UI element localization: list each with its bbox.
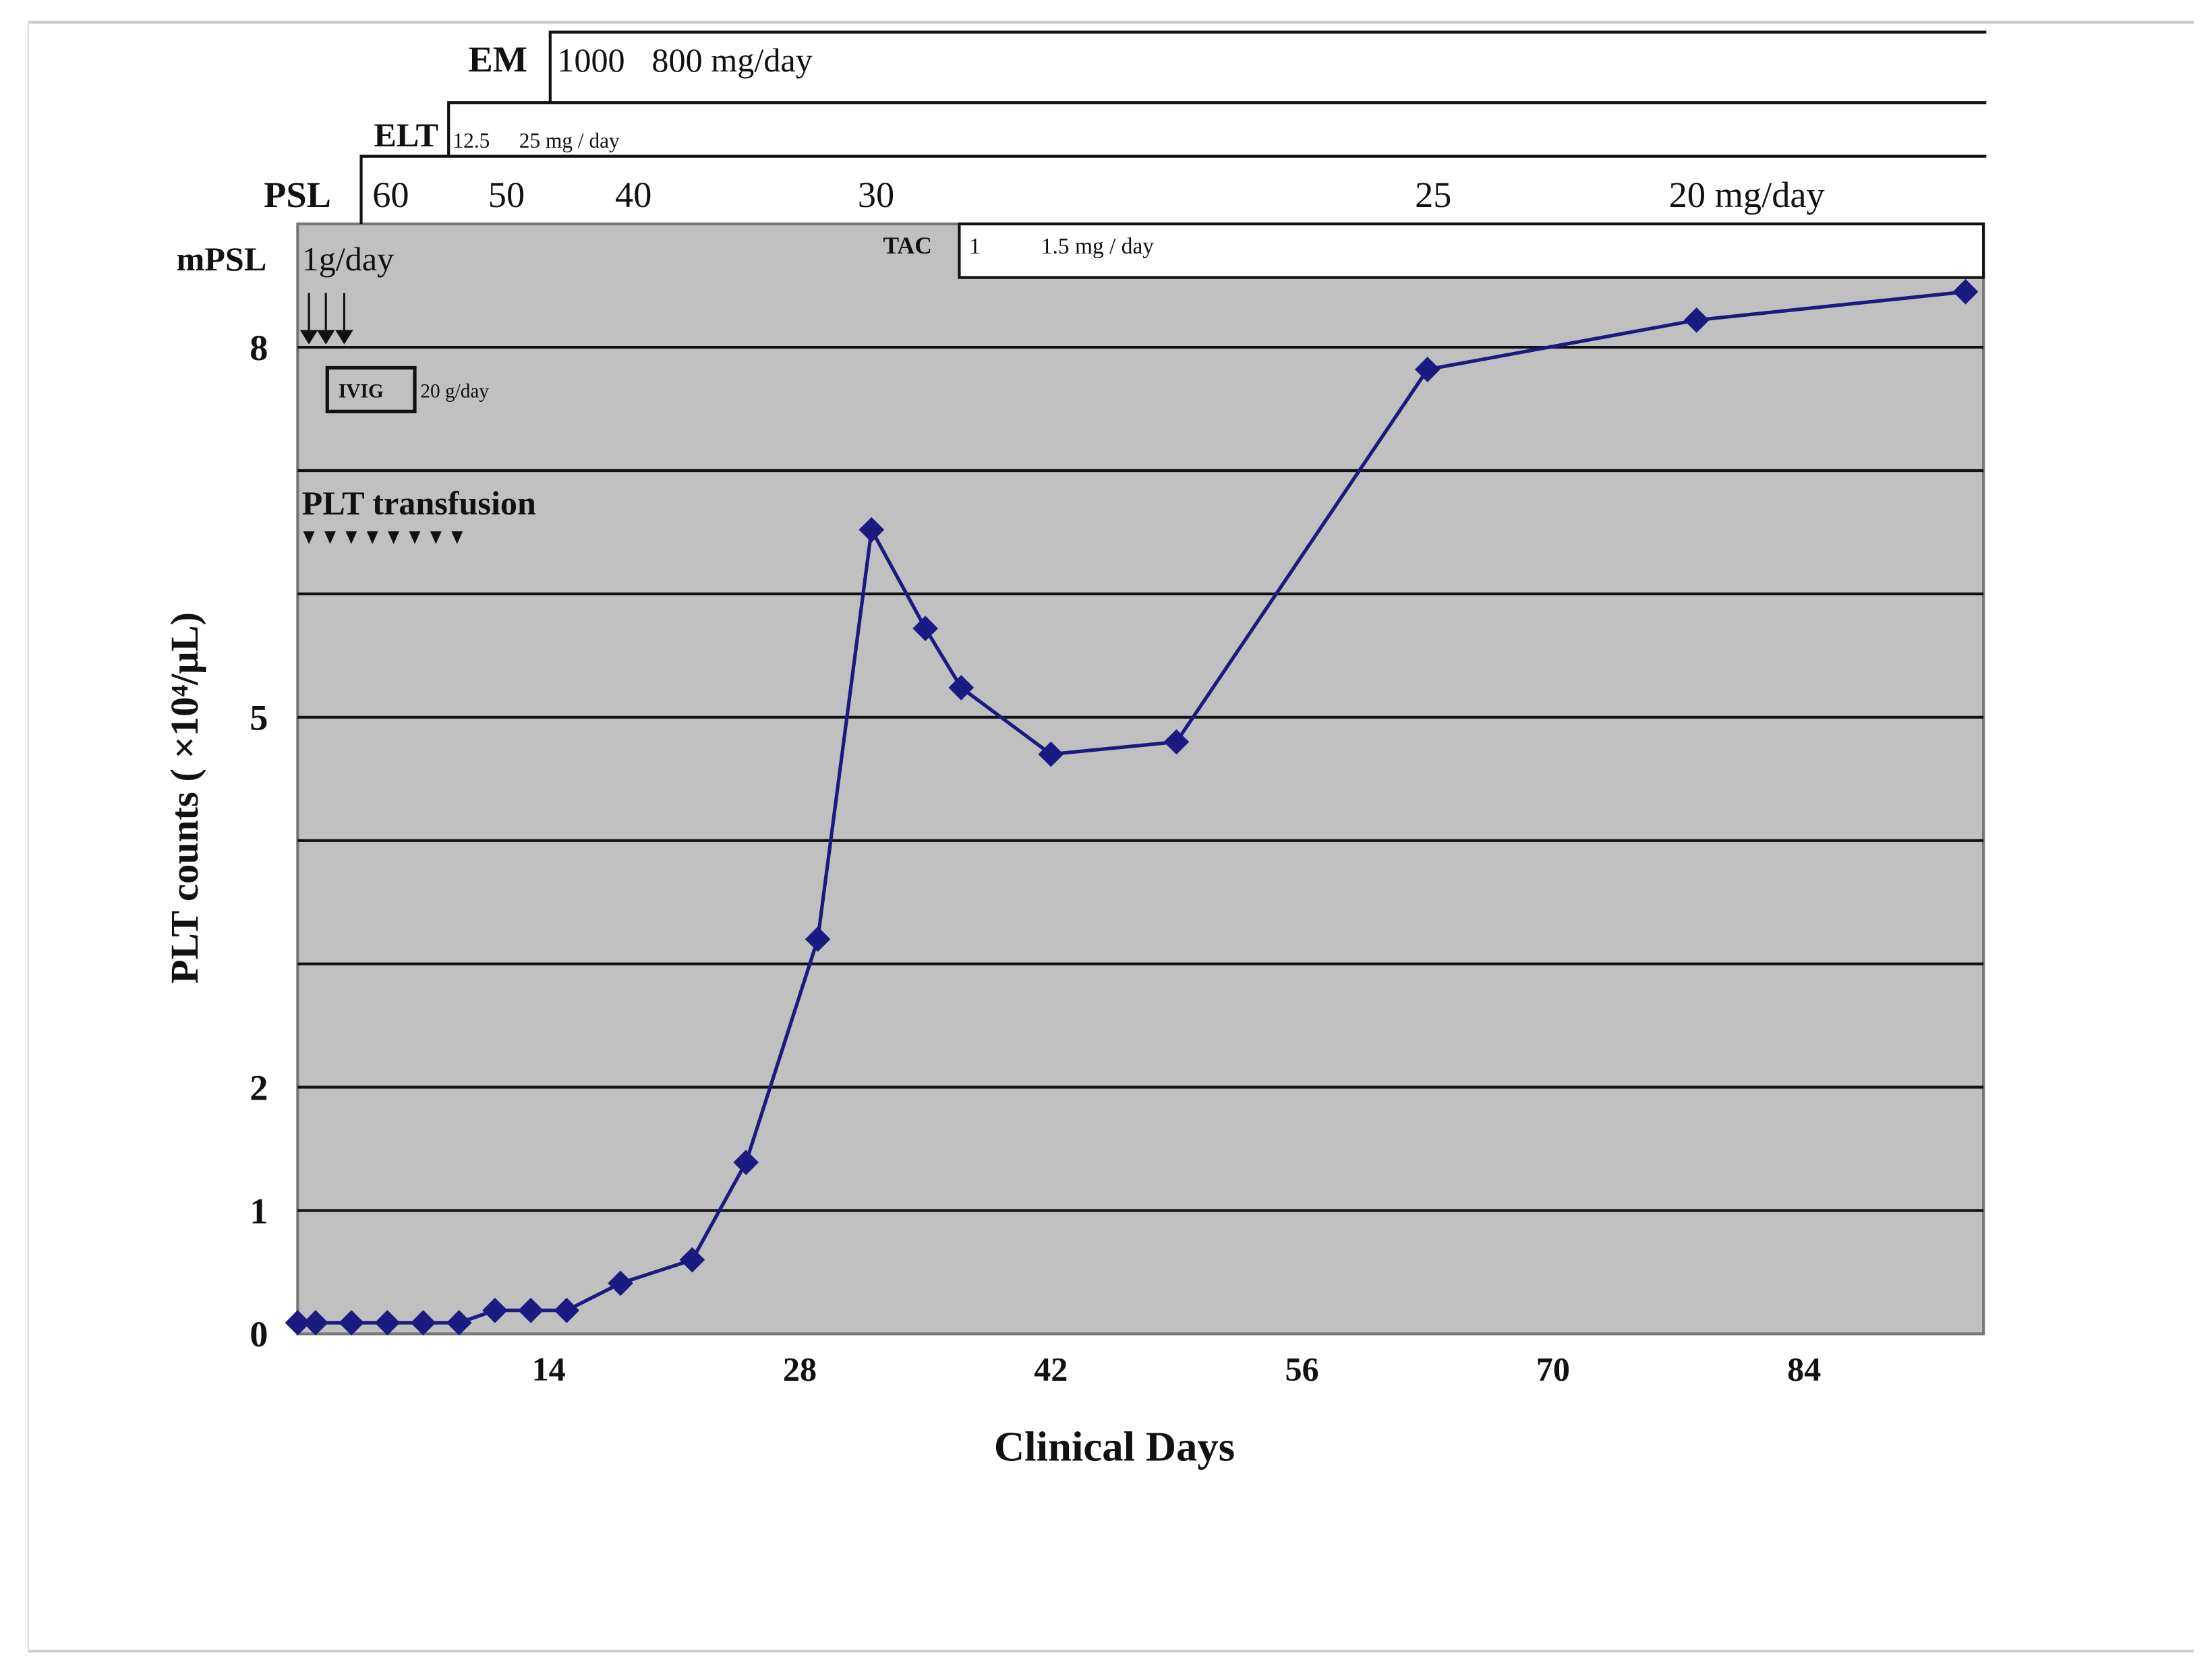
data-point <box>1038 741 1064 767</box>
x-tick-label: 84 <box>1787 1350 1821 1387</box>
x-tick-label: 70 <box>1536 1350 1570 1387</box>
dose: 40 <box>615 175 651 215</box>
psl-bracket <box>359 154 1987 225</box>
y-tick-label: 8 <box>250 328 268 368</box>
data-point <box>858 516 885 543</box>
arrow-head <box>335 330 353 345</box>
data-point <box>339 1310 364 1336</box>
dose: 30 <box>858 175 894 215</box>
data-point <box>554 1297 580 1323</box>
treatment-name: mPSL <box>176 240 266 278</box>
treatment-name: PLT transfusion <box>302 484 536 522</box>
triangle <box>366 531 378 544</box>
treatment-name: ELT <box>374 116 438 154</box>
dose: 50 <box>488 175 525 215</box>
data-point <box>1952 278 1979 305</box>
tac-box <box>958 222 1985 279</box>
dose: 1.5 mg / day <box>1041 234 1155 259</box>
x-tick-label: 42 <box>1034 1350 1068 1387</box>
treatment-name: TAC <box>883 232 931 259</box>
dose: 25 mg / day <box>519 129 620 152</box>
treatment-brackets <box>325 30 1987 413</box>
data-point <box>1414 357 1440 382</box>
data-point <box>482 1297 508 1323</box>
dose: 20 g/day <box>420 380 489 402</box>
ivig-box <box>325 365 417 413</box>
y-tick-label: 5 <box>250 698 268 738</box>
x-axis-title: Clinical Days <box>994 1423 1235 1470</box>
triangle <box>345 531 357 544</box>
arrow-head <box>299 330 318 345</box>
y-axis-title: PLT counts ( ×10⁴/μL) <box>163 612 206 984</box>
treatment-name: EM <box>468 39 527 80</box>
data-point <box>410 1310 436 1336</box>
x-tick-label: 28 <box>783 1350 817 1387</box>
dose: 25 <box>1415 175 1451 215</box>
data-point <box>1683 307 1710 333</box>
data-point <box>374 1310 401 1336</box>
data-point <box>446 1310 472 1336</box>
x-tick-label: 14 <box>532 1350 566 1387</box>
triangle <box>451 531 463 544</box>
triangle <box>303 531 315 544</box>
triangle <box>388 531 399 544</box>
y-tick-label: 1 <box>250 1191 268 1231</box>
transfusion-marks <box>303 531 463 544</box>
dose: 1 <box>969 234 981 259</box>
triangle <box>409 531 421 544</box>
dose: 1000 <box>557 41 624 79</box>
plot-area <box>296 222 1985 1336</box>
dose: 20 mg/day <box>1669 175 1825 215</box>
x-tick-label: 56 <box>1285 1350 1318 1387</box>
triangle <box>430 531 442 544</box>
dose: 800 mg/day <box>651 41 812 79</box>
treatment-name: IVIG <box>339 380 384 402</box>
arrow-head <box>316 330 335 345</box>
dose: 1g/day <box>302 240 395 278</box>
em-bracket <box>548 30 1987 103</box>
y-tick-label: 0 <box>250 1314 268 1354</box>
treatment-name: PSL <box>264 175 331 215</box>
y-tick-label: 2 <box>250 1067 268 1108</box>
data-point <box>912 616 938 641</box>
data-point <box>285 1310 311 1336</box>
data-point <box>518 1297 544 1323</box>
data-point <box>303 1310 328 1336</box>
elt-bracket <box>447 101 1987 156</box>
mpsl-arrows <box>299 293 353 345</box>
dose: 12.5 <box>453 129 490 152</box>
dose: 60 <box>372 175 409 215</box>
triangle <box>324 531 336 544</box>
